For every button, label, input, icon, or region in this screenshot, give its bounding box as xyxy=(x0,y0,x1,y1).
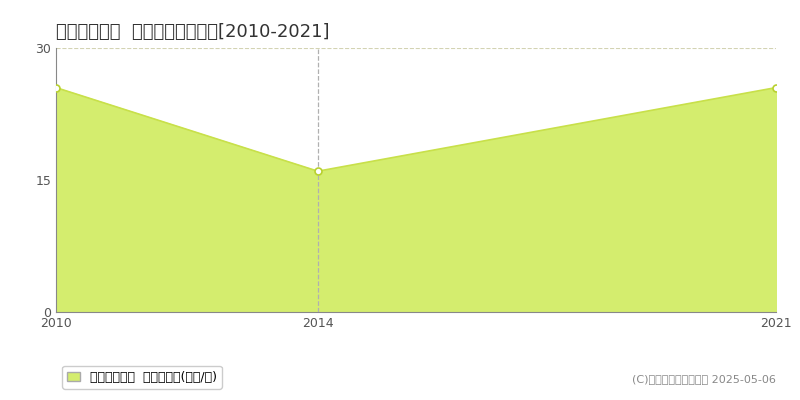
Text: (C)土地価格ドットコム 2025-05-06: (C)土地価格ドットコム 2025-05-06 xyxy=(632,374,776,384)
Legend: 収益物件価格  平均坪単価(万円/坪): 収益物件価格 平均坪単価(万円/坪) xyxy=(62,366,222,389)
Text: 徳島市東沖洲  収益物件価格推移[2010-2021]: 徳島市東沖洲 収益物件価格推移[2010-2021] xyxy=(56,23,330,41)
